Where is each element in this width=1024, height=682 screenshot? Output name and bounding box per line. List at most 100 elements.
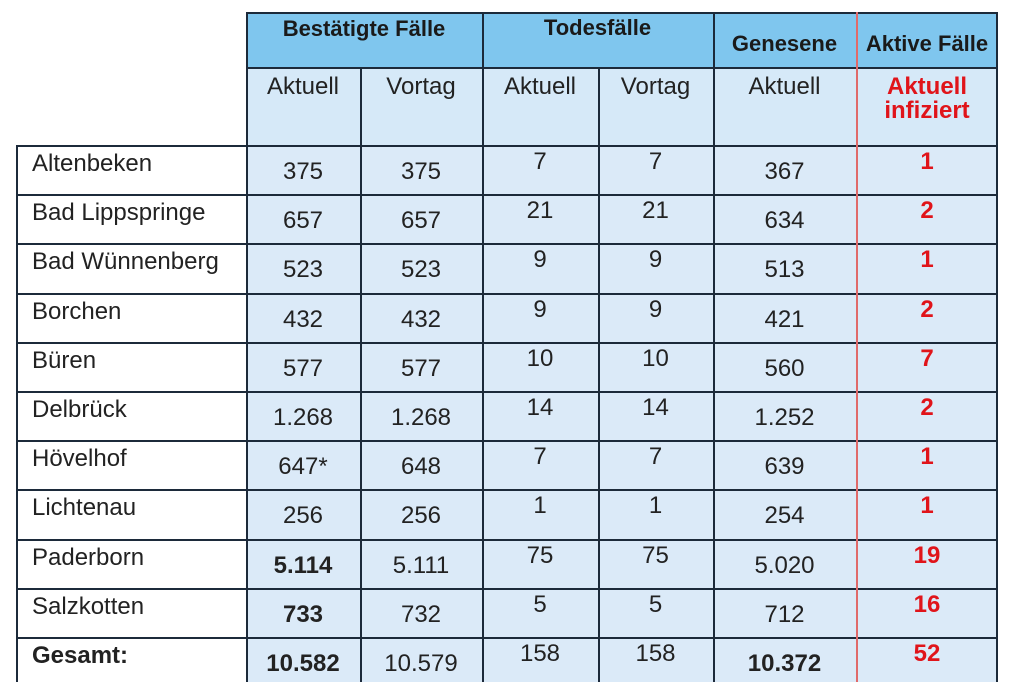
grid-line [996, 12, 998, 682]
cell-confirmed-current: 577 [282, 354, 324, 382]
cell-active: 1 [920, 443, 934, 471]
row-bg-values [246, 392, 998, 442]
active-divider [856, 12, 858, 682]
row-name: Lichtenau [32, 494, 137, 522]
row-name: Paderborn [32, 543, 145, 571]
cell-deaths-current: 14 [526, 394, 554, 421]
cell-confirmed-previous: 523 [400, 256, 442, 284]
cell-deaths-current: 7 [533, 443, 547, 471]
grid-line [598, 67, 600, 682]
cell-recovered: 560 [764, 354, 805, 382]
subheader-confirmed-current: Aktuell [266, 73, 340, 100]
cell-recovered: 634 [764, 207, 805, 235]
cell-deaths-previous: 21 [642, 197, 669, 225]
cell-active: 52 [913, 640, 941, 667]
row-name: Bad Lippspringe [32, 199, 206, 227]
row-bg-values [246, 490, 998, 540]
cell-active: 1 [920, 246, 934, 274]
cell-confirmed-current: 647* [278, 453, 328, 481]
cell-deaths-previous: 7 [648, 148, 663, 175]
cell-confirmed-current: 375 [282, 158, 324, 185]
cell-confirmed-previous: 732 [400, 600, 442, 628]
row-name: Delbrück [32, 396, 127, 423]
cell-active: 7 [920, 344, 934, 372]
cell-active: 19 [913, 541, 941, 569]
cell-active: 1 [920, 492, 934, 520]
grid-line [246, 12, 998, 14]
subheader-recovered-current: Aktuell [748, 73, 821, 100]
cell-deaths-current: 21 [526, 197, 554, 225]
subheader-active-line2: infiziert [884, 97, 970, 124]
grid-line [246, 67, 998, 69]
cell-recovered: 254 [764, 502, 805, 530]
cell-deaths-previous: 14 [642, 394, 669, 421]
header-band [246, 12, 998, 67]
row-name: Hövelhof [32, 445, 127, 473]
cell-active: 16 [913, 590, 941, 618]
grid-line [16, 292, 998, 295]
cell-recovered: 513 [764, 256, 805, 284]
subheader-band [246, 67, 998, 146]
grid-line [16, 587, 998, 590]
cell-deaths-previous: 9 [648, 246, 663, 274]
cell-deaths-previous: 75 [642, 541, 669, 569]
row-name: Borchen [32, 297, 122, 325]
cell-confirmed-previous: 375 [400, 158, 442, 185]
grid-line [246, 12, 248, 682]
cell-confirmed-previous: 10.579 [384, 650, 458, 677]
cell-confirmed-current: 256 [282, 502, 324, 530]
cell-recovered: 367 [764, 158, 805, 185]
cell-recovered: 421 [764, 305, 805, 333]
cell-recovered: 639 [764, 453, 805, 481]
grid-line [482, 12, 484, 682]
row-name: Gesamt: [32, 642, 129, 669]
cell-confirmed-current: 523 [282, 256, 324, 284]
grid-line [16, 194, 998, 197]
cell-deaths-current: 5 [533, 590, 547, 618]
cell-deaths-previous: 10 [642, 344, 669, 372]
cell-deaths-current: 10 [526, 344, 554, 372]
row-bg-values [246, 342, 998, 392]
cell-confirmed-previous: 1.268 [390, 404, 452, 431]
subheader-deaths-current: Aktuell [503, 73, 577, 100]
row-bg-values [246, 293, 998, 343]
row-name: Salzkotten [32, 592, 145, 620]
cell-confirmed-previous: 577 [400, 354, 442, 382]
row-bg-values [246, 146, 998, 196]
cell-confirmed-previous: 657 [400, 207, 442, 235]
cell-deaths-current: 9 [533, 246, 547, 274]
row-bg-values [246, 588, 998, 638]
cell-confirmed-previous: 648 [400, 453, 442, 481]
cell-deaths-previous: 5 [648, 590, 663, 618]
cell-confirmed-current: 657 [282, 207, 324, 235]
row-name: Altenbeken [32, 150, 153, 177]
row-bg-values [246, 539, 998, 589]
cell-recovered: 1.252 [754, 404, 815, 431]
grid-line [713, 12, 715, 682]
row-name: Bad Wünnenberg [32, 248, 219, 276]
grid-line [16, 146, 18, 682]
cell-deaths-previous: 158 [635, 640, 676, 667]
subheader-confirmed-previous: Vortag [386, 73, 456, 100]
row-bg-values [246, 441, 998, 491]
cell-deaths-current: 1 [533, 492, 547, 520]
row-bg-values [246, 195, 998, 245]
cell-confirmed-current: 1.268 [272, 404, 334, 431]
cell-confirmed-previous: 5.111 [392, 551, 450, 579]
cell-confirmed-previous: 432 [400, 305, 442, 333]
grid-line [16, 440, 998, 443]
header-recovered: Genesene [731, 30, 838, 56]
grid-line [16, 145, 998, 147]
cell-active: 2 [920, 394, 934, 421]
header-active: Aktive Fälle [865, 30, 989, 56]
grid-line [16, 637, 998, 639]
grid-line [16, 391, 998, 393]
cell-deaths-current: 9 [533, 295, 547, 323]
subheader-deaths-previous: Vortag [620, 73, 691, 100]
cell-deaths-previous: 7 [648, 443, 663, 471]
cell-recovered: 10.372 [747, 650, 822, 677]
cell-confirmed-current: 5.114 [273, 551, 333, 579]
cell-deaths-current: 158 [519, 640, 561, 667]
header-confirmed: Bestätigte Fälle [282, 16, 446, 41]
